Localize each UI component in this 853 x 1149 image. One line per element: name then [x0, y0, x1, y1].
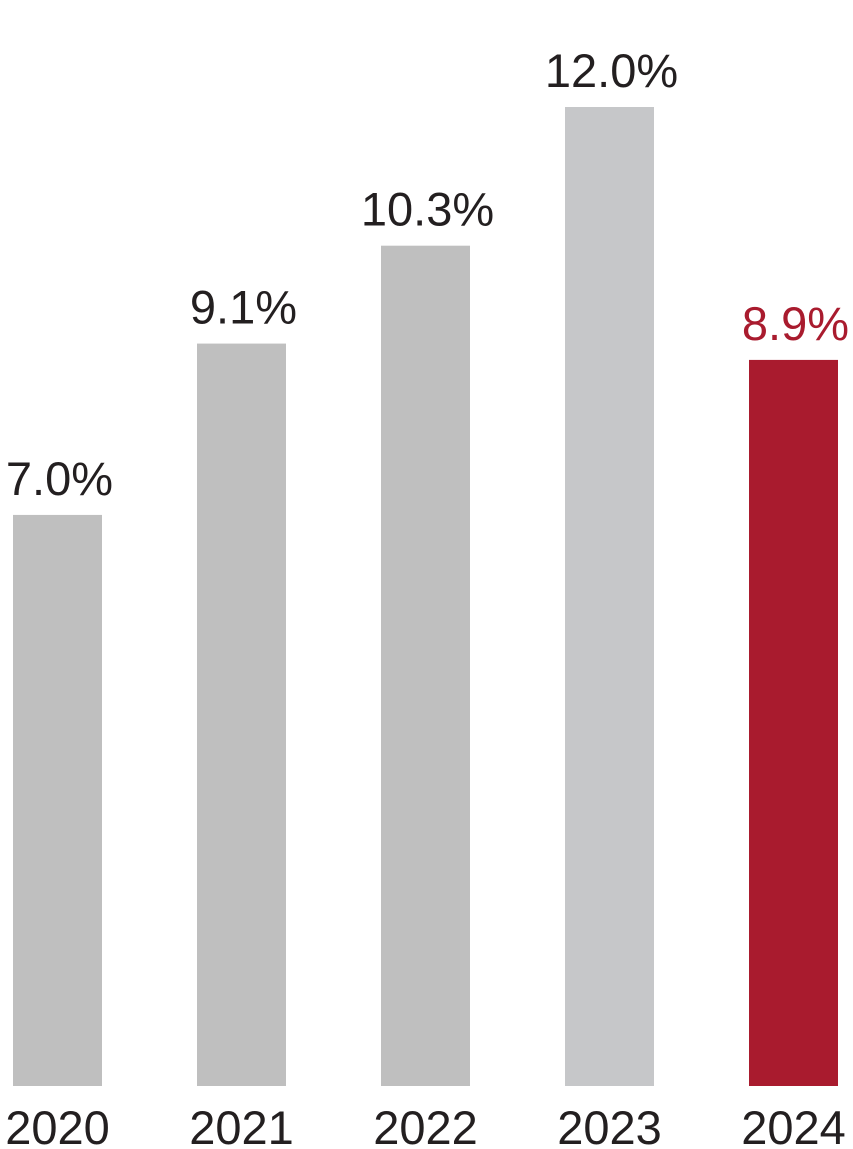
bar [565, 107, 654, 1086]
value-label: 7.0% [6, 452, 113, 505]
bar [381, 245, 470, 1087]
bar [197, 343, 286, 1086]
x-tick-label: 2021 [189, 1101, 294, 1149]
x-tick-label: 2023 [557, 1101, 662, 1149]
x-tick-label: 2022 [373, 1101, 478, 1149]
bar [749, 359, 838, 1086]
value-label: 8.9% [742, 297, 849, 350]
bar [13, 514, 102, 1086]
x-tick-label: 2020 [5, 1101, 110, 1149]
x-tick-label: 2024 [741, 1101, 846, 1149]
value-label: 10.3% [361, 183, 494, 236]
value-label: 12.0% [545, 44, 678, 97]
value-label: 9.1% [190, 281, 297, 334]
